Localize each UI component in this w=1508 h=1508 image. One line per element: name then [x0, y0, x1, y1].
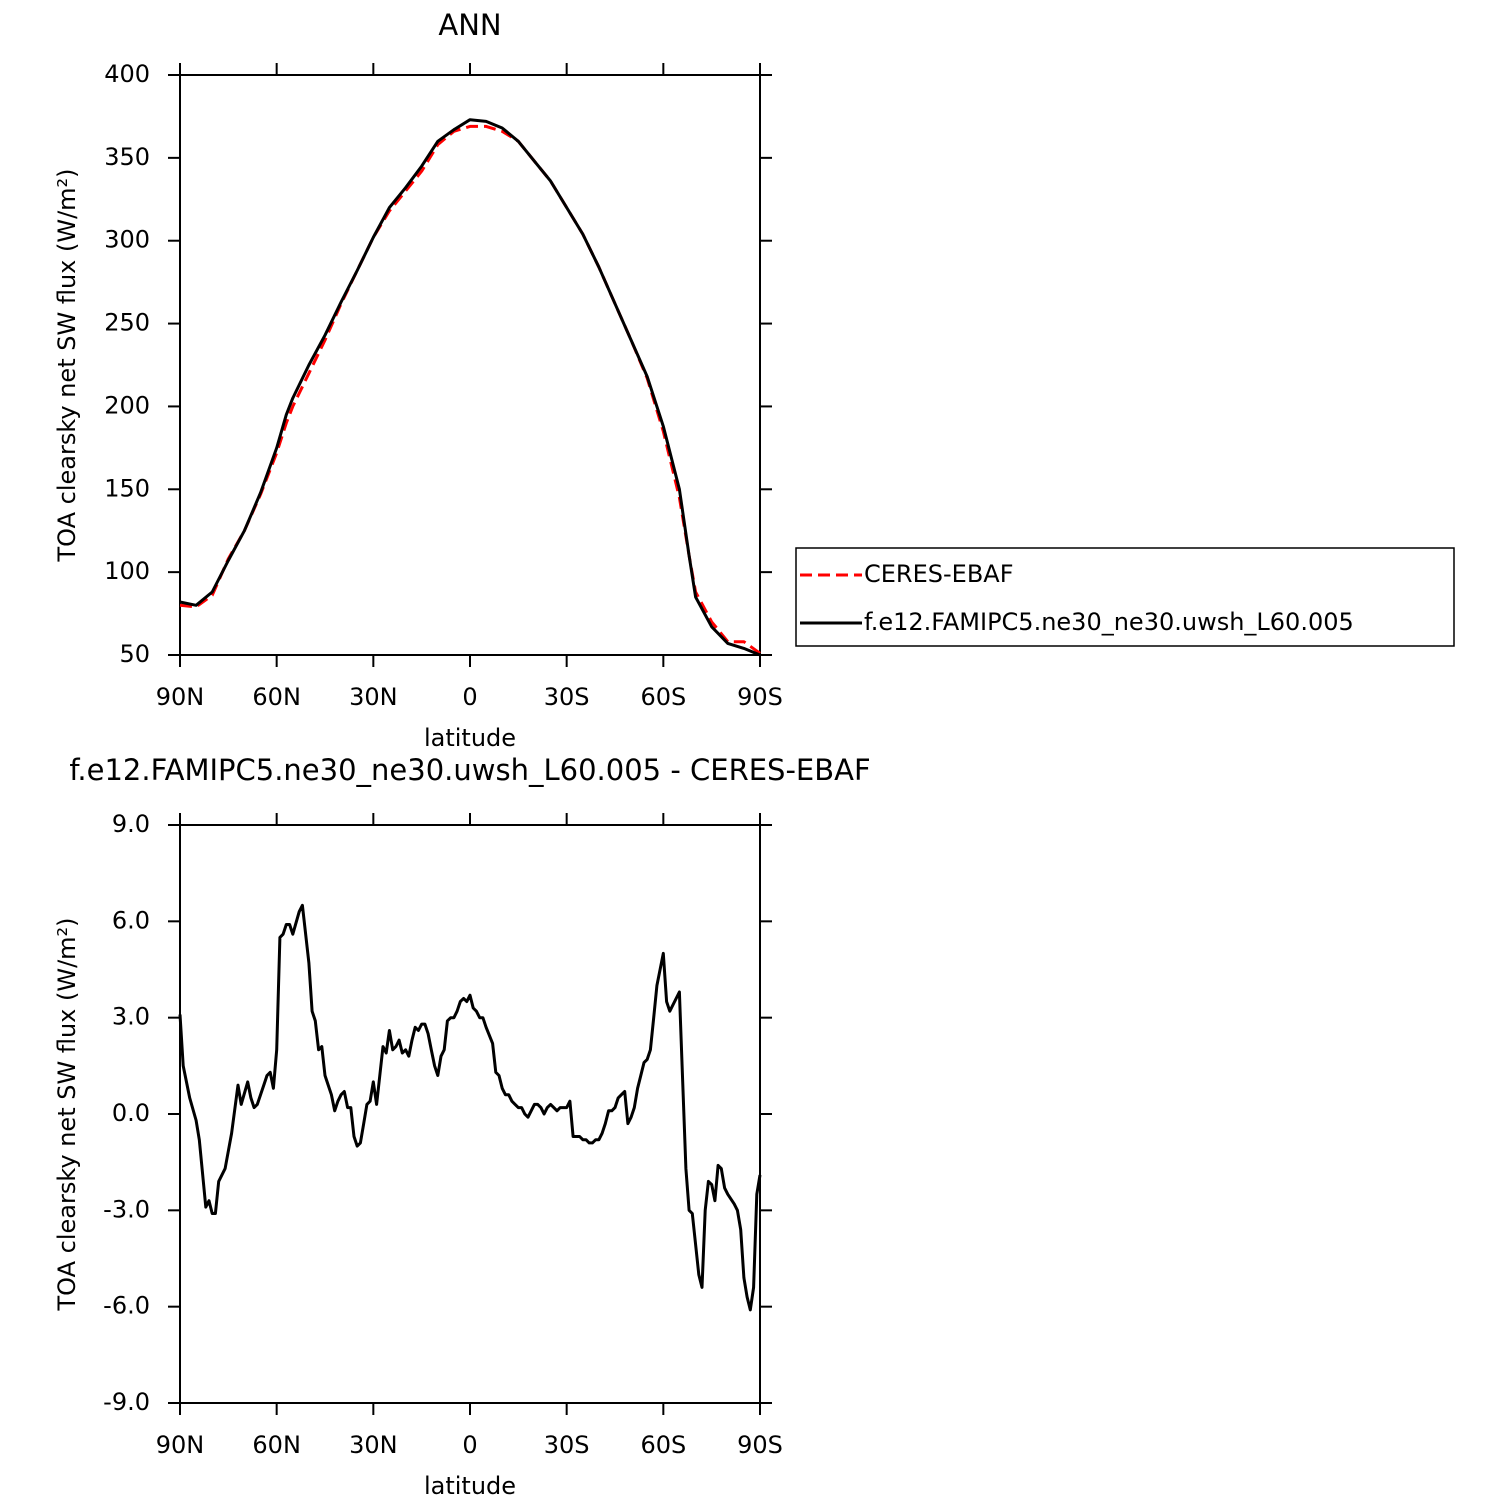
x-tick-label: 30S [544, 683, 590, 711]
legend-label: CERES-EBAF [864, 560, 1014, 588]
data-line [179, 118, 761, 657]
y-tick-label: 150 [104, 474, 150, 502]
chart-title: ANN [438, 8, 501, 42]
x-tick-label: 90N [156, 683, 205, 711]
y-tick-label: 250 [104, 309, 150, 337]
y-tick-label: -3.0 [103, 1195, 150, 1223]
y-axis-label: TOA clearsky net SW flux (W/m²) [53, 168, 81, 562]
y-axis-label: TOA clearsky net SW flux (W/m²) [53, 917, 81, 1311]
y-tick-label: 0.0 [112, 1099, 150, 1127]
x-tick-label: 30N [349, 1431, 398, 1459]
legend-label: f.e12.FAMIPC5.ne30_ne30.uwsh_L60.005 [864, 608, 1354, 636]
x-tick-label: 60N [252, 1431, 301, 1459]
x-tick-label: 60N [252, 683, 301, 711]
plot-frame [179, 824, 761, 1404]
x-tick-label: 0 [462, 683, 477, 711]
x-tick-label: 90S [737, 683, 783, 711]
x-axis-label: latitude [424, 724, 516, 752]
y-tick-label: 200 [104, 391, 150, 419]
x-tick-label: 30S [544, 1431, 590, 1459]
y-tick-label: 3.0 [112, 1003, 150, 1031]
plot-frame [179, 74, 761, 656]
y-tick-label: 300 [104, 226, 150, 254]
y-tick-label: 400 [104, 60, 150, 88]
y-tick-label: 50 [119, 640, 150, 668]
x-axis-label: latitude [424, 1472, 516, 1500]
y-tick-label: -6.0 [103, 1292, 150, 1320]
x-tick-label: 30N [349, 683, 398, 711]
x-tick-label: 90S [737, 1431, 783, 1459]
x-tick-label: 60S [640, 683, 686, 711]
data-line [179, 124, 761, 655]
y-tick-label: 9.0 [112, 810, 150, 838]
chart-title: f.e12.FAMIPC5.ne30_ne30.uwsh_L60.005 - C… [69, 753, 870, 787]
x-tick-label: 90N [156, 1431, 205, 1459]
x-tick-label: 60S [640, 1431, 686, 1459]
y-tick-label: -9.0 [103, 1388, 150, 1416]
legend-box [795, 547, 1455, 647]
y-tick-label: 100 [104, 557, 150, 585]
y-tick-label: 350 [104, 143, 150, 171]
x-tick-label: 0 [462, 1431, 477, 1459]
y-tick-label: 6.0 [112, 906, 150, 934]
data-line [178, 903, 762, 1312]
